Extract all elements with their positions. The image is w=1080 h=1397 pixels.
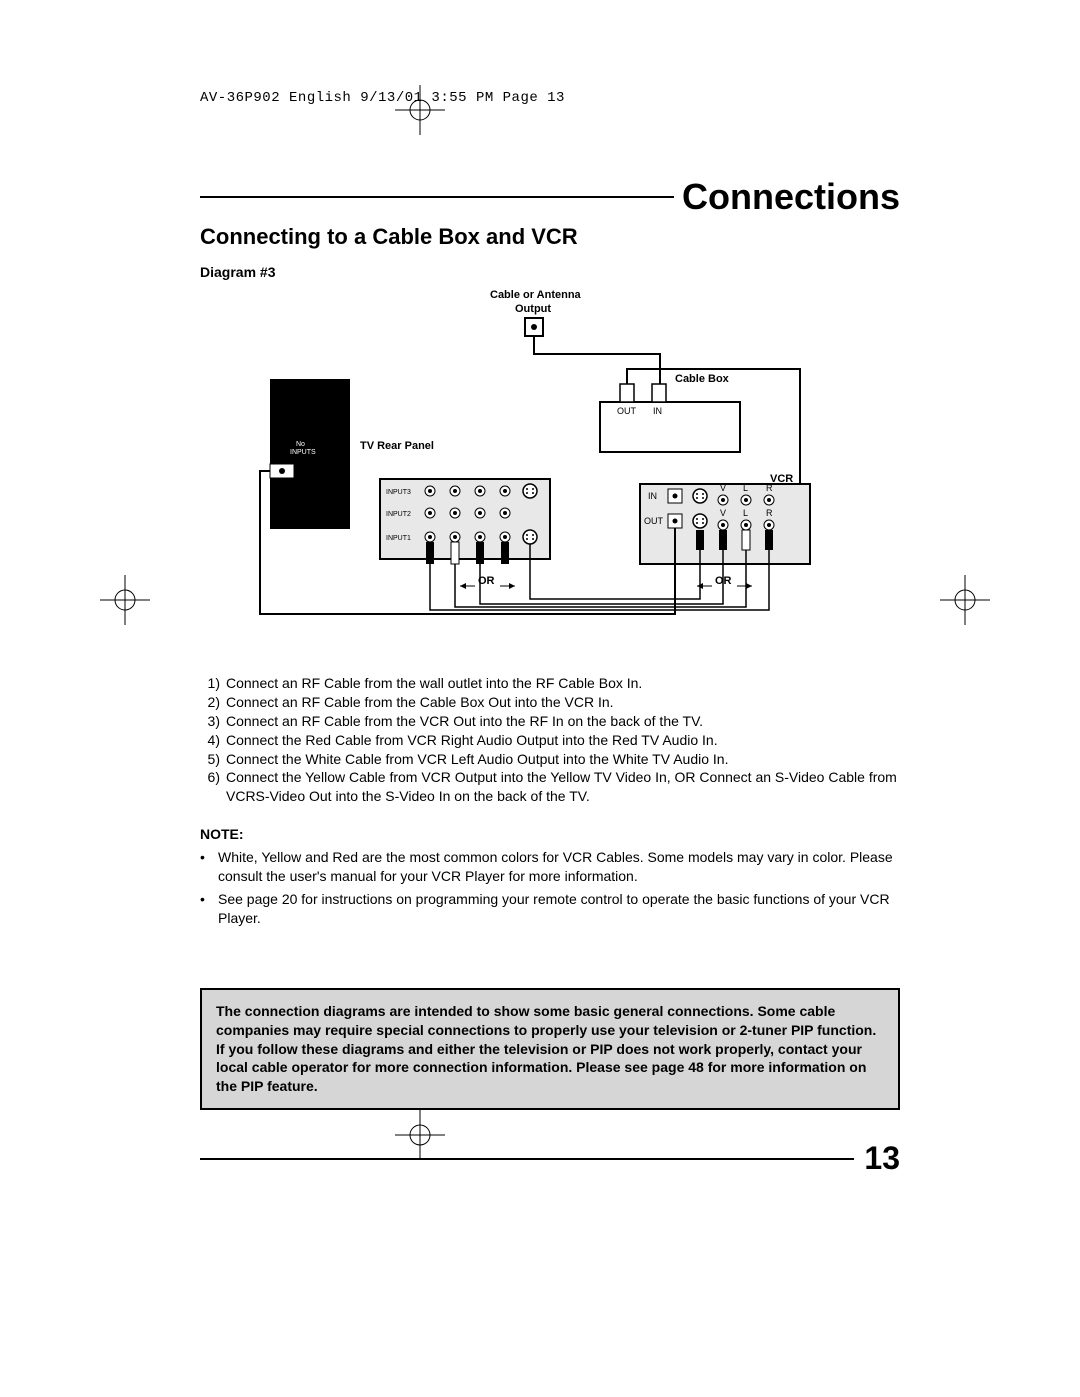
- notes-list: •White, Yellow and Red are the most comm…: [200, 848, 900, 928]
- svg-text:L: L: [743, 508, 748, 518]
- svg-text:R: R: [766, 508, 773, 518]
- steps-list: 1)Connect an RF Cable from the wall outl…: [200, 674, 900, 806]
- header-metadata: AV-36P902 English 9/13/01 3:55 PM Page 1…: [200, 90, 900, 106]
- diagram-label: Diagram #3: [200, 264, 900, 280]
- step-1: Connect an RF Cable from the wall outlet…: [226, 674, 900, 693]
- svg-text:V: V: [720, 508, 726, 518]
- step-4: Connect the Red Cable from VCR Right Aud…: [226, 731, 900, 750]
- svg-text:L: L: [743, 483, 748, 493]
- svg-text:INPUTS: INPUTS: [290, 449, 316, 456]
- svg-text:No: No: [296, 441, 305, 448]
- svg-text:INPUT2: INPUT2: [386, 511, 411, 518]
- crop-mark-right: [940, 575, 990, 625]
- svg-text:INPUT1: INPUT1: [386, 535, 411, 542]
- page-number-rule: [200, 1158, 854, 1160]
- crop-mark-left: [100, 575, 150, 625]
- note-1: White, Yellow and Red are the most commo…: [218, 848, 900, 886]
- diagram-tvrear-label: TV Rear Panel: [360, 440, 434, 452]
- svg-text:R: R: [766, 483, 773, 493]
- diagram-antenna-label: Cable or Antenna: [490, 289, 582, 301]
- step-6: Connect the Yellow Cable from VCR Output…: [226, 768, 900, 806]
- svg-text:IN: IN: [648, 491, 657, 501]
- connection-diagram: Cable or Antenna Output Cable Box OUT IN…: [200, 284, 900, 644]
- svg-text:OUT: OUT: [617, 406, 637, 416]
- section-subtitle: Connecting to a Cable Box and VCR: [200, 224, 900, 250]
- page-number-row: 13: [200, 1140, 900, 1177]
- note-2: See page 20 for instructions on programm…: [218, 890, 900, 928]
- title-rule-line: [200, 196, 674, 198]
- page-container: AV-36P902 English 9/13/01 3:55 PM Page 1…: [200, 90, 900, 1177]
- svg-text:OUT: OUT: [644, 516, 664, 526]
- note-label: NOTE:: [200, 826, 900, 842]
- svg-text:INPUT3: INPUT3: [386, 489, 411, 496]
- callout-box: The connection diagrams are intended to …: [200, 988, 900, 1110]
- title-row: Connections: [200, 176, 900, 218]
- svg-text:V: V: [720, 483, 726, 493]
- diagram-cablebox-label: Cable Box: [675, 373, 730, 385]
- svg-text:IN: IN: [653, 406, 662, 416]
- page-title: Connections: [682, 176, 900, 218]
- step-5: Connect the White Cable from VCR Left Au…: [226, 750, 900, 769]
- step-3: Connect an RF Cable from the VCR Out int…: [226, 712, 900, 731]
- page-number: 13: [864, 1140, 900, 1177]
- step-2: Connect an RF Cable from the Cable Box O…: [226, 693, 900, 712]
- diagram-antenna-label2: Output: [515, 303, 551, 315]
